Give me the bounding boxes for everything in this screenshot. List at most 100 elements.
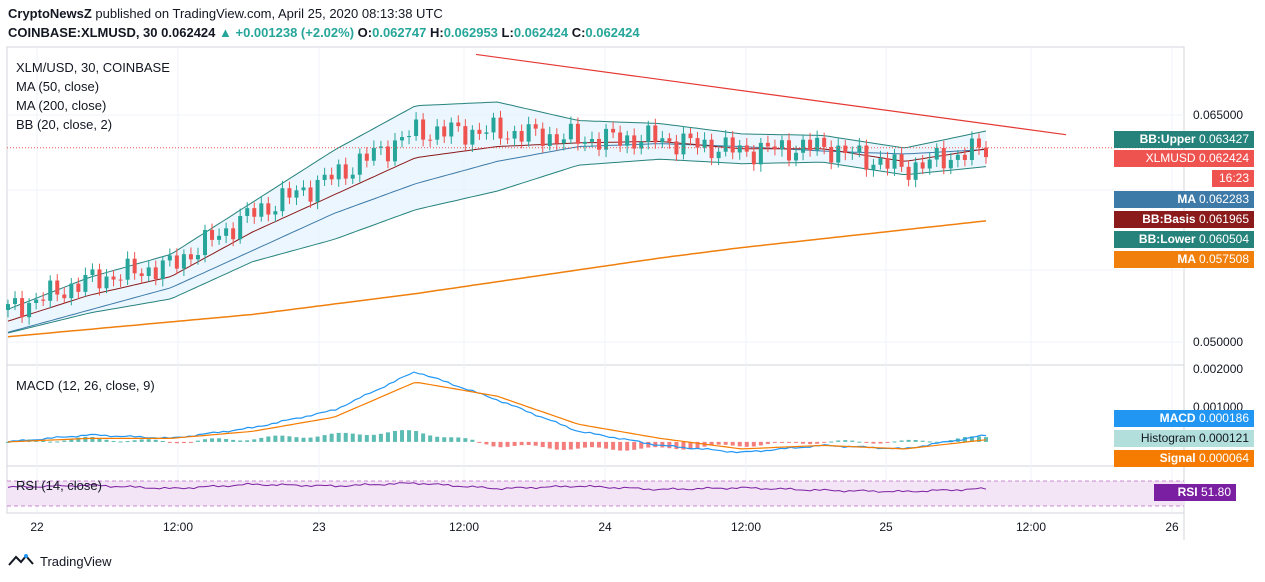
candle-body	[385, 146, 390, 162]
author[interactable]: CryptoNewsZ	[8, 6, 92, 21]
candle-body	[969, 138, 974, 160]
low-value: 0.062424	[513, 25, 569, 40]
legend-ma200[interactable]: MA (200, close)	[16, 98, 107, 113]
histogram-bar	[688, 441, 693, 450]
histogram-bar	[224, 439, 229, 442]
open-label: O:	[357, 25, 373, 40]
candle-body	[554, 134, 559, 144]
candle-body	[801, 139, 806, 153]
candle-body	[463, 126, 468, 145]
histogram-bar	[772, 441, 777, 443]
legend-macd[interactable]: MACD (12, 26, close, 9)	[16, 378, 155, 393]
candle-body	[568, 123, 573, 140]
tradingview-logo-icon	[8, 554, 34, 566]
candle-body	[836, 145, 841, 163]
candle-body	[857, 145, 862, 153]
candle-body	[906, 166, 911, 180]
histogram-bar	[519, 441, 524, 446]
tag-signal-label: Signal	[1159, 451, 1196, 465]
tag-rsi-value: 51.80	[1200, 485, 1231, 499]
histogram-bar	[822, 441, 827, 443]
histogram-bar	[470, 439, 475, 442]
candle-body	[378, 146, 383, 148]
histogram-bar	[463, 438, 468, 442]
tag-histogram: Histogram 0.000121	[1114, 430, 1254, 447]
candle-body	[505, 138, 510, 140]
histogram-bar	[730, 441, 735, 446]
histogram-bar	[449, 437, 454, 442]
histogram-bar	[350, 433, 355, 442]
trendline[interactable]	[475, 53, 1067, 136]
candle-body	[371, 147, 376, 161]
candle-body	[97, 269, 102, 289]
histogram-bar	[850, 440, 855, 442]
histogram-bar	[435, 436, 440, 442]
tag-macd-value: 0.000186	[1198, 411, 1249, 425]
candle-body	[751, 151, 756, 165]
high-label: H:	[429, 25, 444, 40]
histogram-bar	[385, 432, 390, 442]
candle-body	[245, 208, 250, 216]
candle-body	[794, 152, 799, 161]
candle-body	[765, 142, 770, 147]
tag-ma200-value: 0.057508	[1198, 252, 1249, 266]
histogram-bar	[55, 441, 60, 443]
time-tick-4: 24	[598, 520, 612, 534]
histogram-bar	[266, 436, 271, 442]
histogram-bar	[421, 433, 426, 442]
candle-body	[132, 258, 137, 274]
ma50-line	[7, 143, 987, 333]
legend-bb[interactable]: BB (20, close, 2)	[16, 117, 113, 132]
time-tick-2: 23	[312, 520, 326, 534]
footer-brand[interactable]: TradingView	[8, 553, 112, 569]
histogram-bar	[611, 441, 616, 450]
legend-main-title[interactable]: XLM/USD, 30, COINBASE	[16, 60, 170, 75]
candle-body	[6, 304, 10, 310]
histogram-bar	[934, 441, 939, 443]
candle-body	[139, 273, 144, 276]
candle-body	[927, 159, 932, 169]
candle-body	[104, 276, 109, 289]
candle-body	[920, 162, 925, 169]
histogram-bar	[48, 441, 53, 443]
candle-body	[146, 267, 151, 276]
histogram-bar	[181, 441, 186, 444]
tag-bb-lower-value: 0.060504	[1198, 232, 1249, 246]
price-tick-0050: 0.050000	[1193, 335, 1244, 349]
candle-body	[111, 276, 116, 280]
candle-body	[688, 133, 693, 139]
candle-body	[611, 128, 616, 133]
candle-body	[723, 137, 728, 152]
candle-body	[477, 129, 482, 134]
tag-ma200: MA 0.057508	[1114, 251, 1254, 268]
candle-body	[962, 154, 967, 160]
candle-body	[491, 117, 496, 133]
histogram-bar	[203, 439, 208, 442]
candle-body	[786, 140, 791, 161]
candle-body	[829, 146, 834, 163]
candle-body	[737, 145, 742, 153]
histogram-bar	[878, 441, 883, 444]
candle-body	[118, 279, 123, 281]
histogram-bar	[885, 441, 890, 443]
legend-rsi[interactable]: RSI (14, close)	[16, 478, 102, 493]
candle-body	[526, 124, 531, 142]
candle-body	[20, 298, 25, 318]
bb-lower-line	[7, 158, 987, 334]
histogram-bar	[667, 441, 672, 449]
time-tick-1: 12:00	[163, 520, 193, 534]
histogram-bar	[371, 434, 376, 442]
candle-body	[442, 126, 447, 137]
histogram-bar	[913, 439, 918, 442]
histogram-bar	[231, 439, 236, 442]
tag-histogram-value: 0.000121	[1198, 431, 1249, 445]
legend-ma50[interactable]: MA (50, close)	[16, 79, 100, 94]
histogram-bar	[984, 437, 988, 442]
candle-body	[301, 187, 306, 191]
histogram-bar	[695, 441, 700, 449]
candle-body	[48, 280, 53, 301]
histogram-bar	[301, 437, 306, 442]
candle-body	[90, 269, 95, 275]
candle-body	[238, 215, 243, 240]
